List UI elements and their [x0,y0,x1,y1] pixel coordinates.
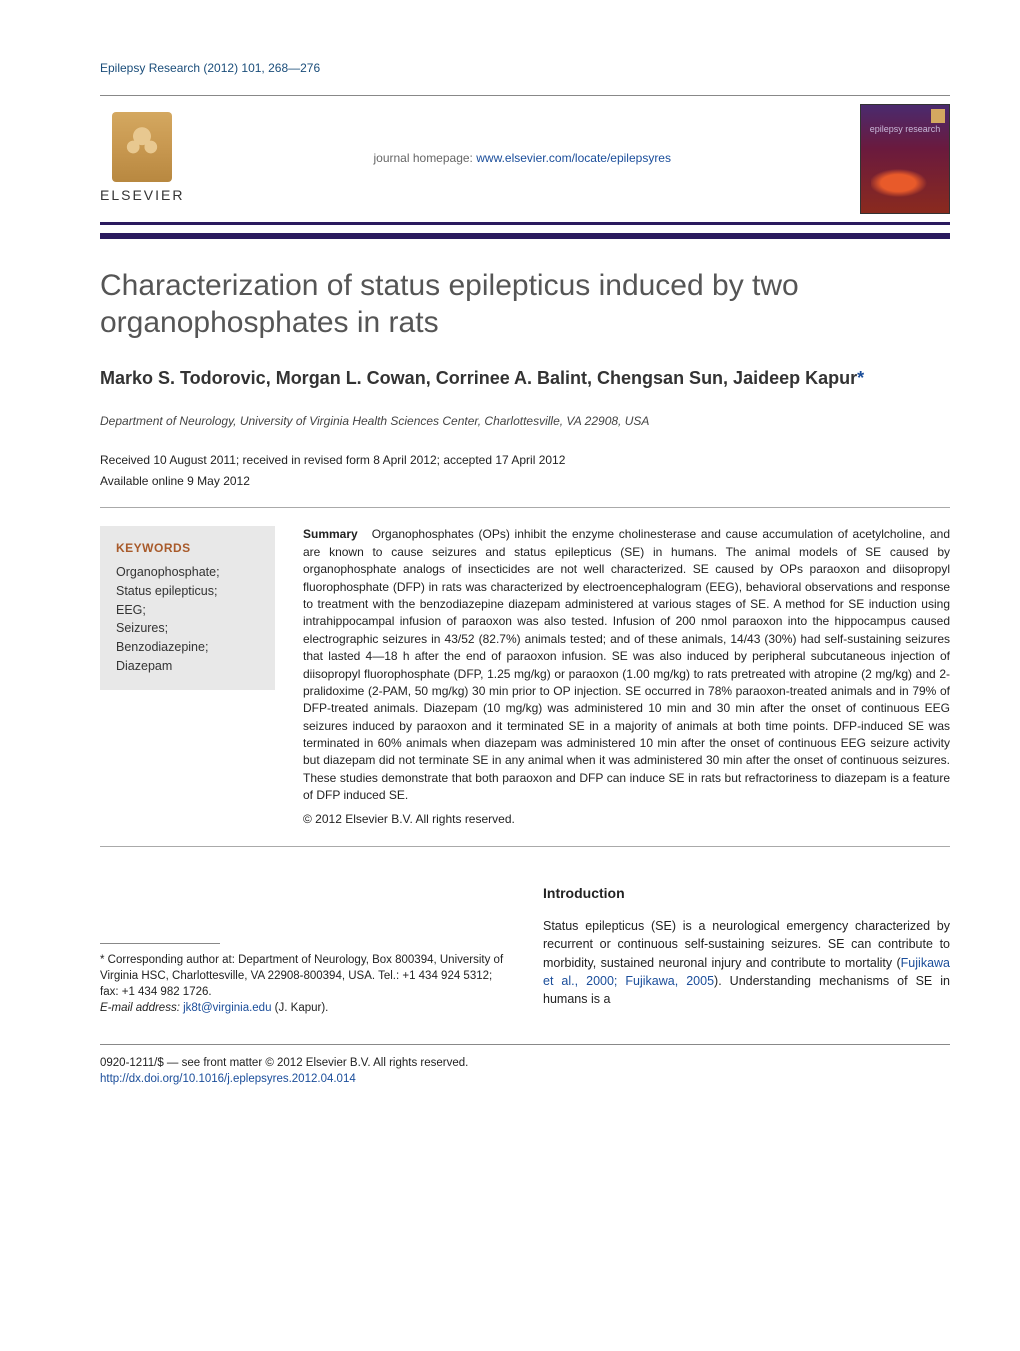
email-label: E-mail address: [100,1002,180,1014]
email-attribution: (J. Kapur). [271,1002,328,1014]
corresponding-footnote: * Corresponding author at: Department of… [100,952,507,1016]
footnote-rule [100,943,220,944]
corresponding-marker: * [857,368,864,388]
abstract-block: KEYWORDS Organophosphate; Status epilept… [100,507,950,847]
affiliation: Department of Neurology, University of V… [100,413,950,430]
intro-heading: Introduction [543,883,950,903]
journal-home-label: journal homepage: [373,151,476,165]
author-list: Marko S. Todorovic, Morgan L. Cowan, Cor… [100,366,950,391]
front-matter-line: 0920-1211/$ — see front matter © 2012 El… [100,1055,950,1071]
right-column: Introduction Status epilepticus (SE) is … [543,883,950,1016]
front-matter-footer: 0920-1211/$ — see front matter © 2012 El… [100,1044,950,1087]
publisher-name: ELSEVIER [100,186,184,206]
email-link[interactable]: jk8t@virginia.edu [183,1002,271,1014]
doi-link[interactable]: http://dx.doi.org/10.1016/j.eplepsyres.2… [100,1073,356,1085]
journal-cover-thumbnail: epilepsy research [860,104,950,214]
elsevier-tree-icon [112,112,172,182]
journal-header-bar: ELSEVIER journal homepage: www.elsevier.… [100,95,950,225]
summary-lead: Summary [303,527,358,541]
publisher-logo-block: ELSEVIER [100,112,184,206]
intro-paragraph: Status epilepticus (SE) is a neurologica… [543,917,950,1008]
corr-author-text: * Corresponding author at: Department of… [100,952,507,1000]
header-rule [100,233,950,239]
available-online: Available online 9 May 2012 [100,473,950,490]
intro-text-a: Status epilepticus (SE) is a neurologica… [543,919,950,969]
journal-home-link[interactable]: www.elsevier.com/locate/epilepsyres [476,151,671,165]
keywords-box: KEYWORDS Organophosphate; Status epilept… [100,526,275,689]
summary-text: SummaryOrganophosphates (OPs) inhibit th… [303,526,950,828]
summary-body: Organophosphates (OPs) inhibit the enzym… [303,527,950,802]
citation-header: Epilepsy Research (2012) 101, 268—276 [100,60,950,77]
article-title: Characterization of status epilepticus i… [100,267,950,342]
left-column: * Corresponding author at: Department of… [100,883,507,1016]
cover-text: epilepsy research [861,123,949,136]
author-names: Marko S. Todorovic, Morgan L. Cowan, Cor… [100,368,857,388]
summary-copyright: © 2012 Elsevier B.V. All rights reserved… [303,811,950,828]
received-dates: Received 10 August 2011; received in rev… [100,452,950,469]
body-columns: * Corresponding author at: Department of… [100,883,950,1016]
keywords-heading: KEYWORDS [116,540,259,557]
keywords-list: Organophosphate; Status epilepticus; EEG… [116,563,259,676]
journal-homepage-line: journal homepage: www.elsevier.com/locat… [373,150,671,167]
